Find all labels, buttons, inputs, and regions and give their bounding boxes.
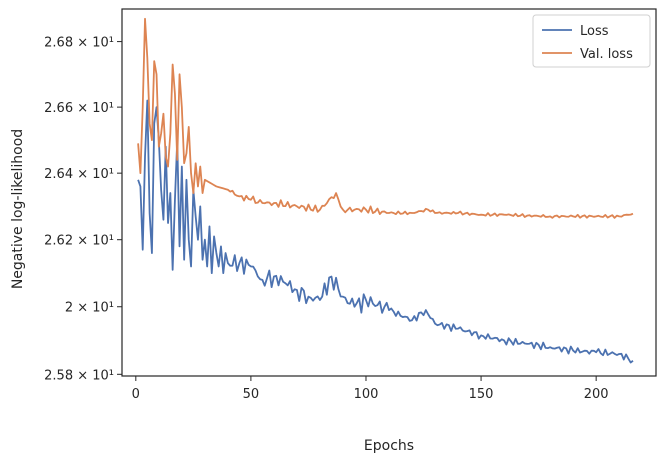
legend: Loss Val. loss [532,14,651,68]
legend-label-val-loss: Val. loss [580,47,633,62]
y-tick-label: 2 × 10¹ [65,301,114,316]
y-axis-label: Negative log-likelihood [10,129,26,289]
x-axis-label: Epochs [364,438,414,454]
series-line-loss [137,99,634,364]
x-tick-label: 150 [469,387,494,402]
x-axis-ticks: 0 50 100 150 200 [132,376,609,402]
legend-box [532,14,651,68]
x-tick-label: 0 [132,387,140,402]
x-tick-label: 100 [354,387,379,402]
plot-frame [121,8,657,377]
series-line-val-loss [137,17,634,219]
x-tick-label: 50 [243,387,260,402]
x-tick-label: 200 [584,387,609,402]
y-tick-label: 2.62 × 10¹ [44,234,114,249]
y-tick-label: 2.66 × 10¹ [44,101,114,116]
y-tick-label: 2.58 × 10¹ [44,368,114,383]
legend-label-loss: Loss [580,24,609,39]
y-tick-label: 2.68 × 10¹ [44,36,114,51]
plot-area [121,8,657,377]
y-axis-ticks: 2.58 × 10¹ 2 × 10¹ 2.62 × 10¹ 2.64 × 10¹ 2.6… [44,36,122,383]
y-tick-label: 2.64 × 10¹ [44,167,114,182]
series-layer [137,17,634,364]
